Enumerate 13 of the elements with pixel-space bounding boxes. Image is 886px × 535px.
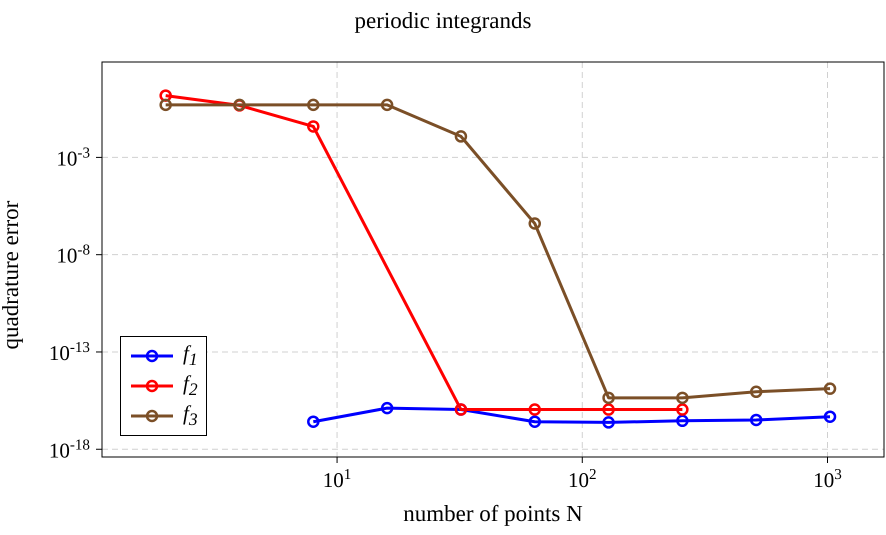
x-axis-title: number of points N	[403, 501, 584, 526]
y-tick-label: 10$^{-13}$	[48, 340, 90, 365]
y-axis-title: quadrature error	[0, 200, 24, 350]
y-tick-label: 10$^{-8}$	[56, 242, 90, 268]
legend-label: f$_{3}$	[183, 401, 198, 430]
chart-title: periodic integrands	[354, 8, 532, 33]
x-tick-label: 10$^{3}$	[813, 467, 842, 492]
y-tick-label: 10$^{-18}$	[48, 437, 90, 462]
legend-label: f$_{1}$	[183, 341, 198, 370]
x-tick-label: 10$^{2}$	[568, 467, 597, 492]
legend-label: f$_{2}$	[183, 371, 198, 400]
y-tick-label: 10$^{-3}$	[56, 145, 90, 170]
x-tick-label: 10$^{1}$	[322, 467, 352, 492]
